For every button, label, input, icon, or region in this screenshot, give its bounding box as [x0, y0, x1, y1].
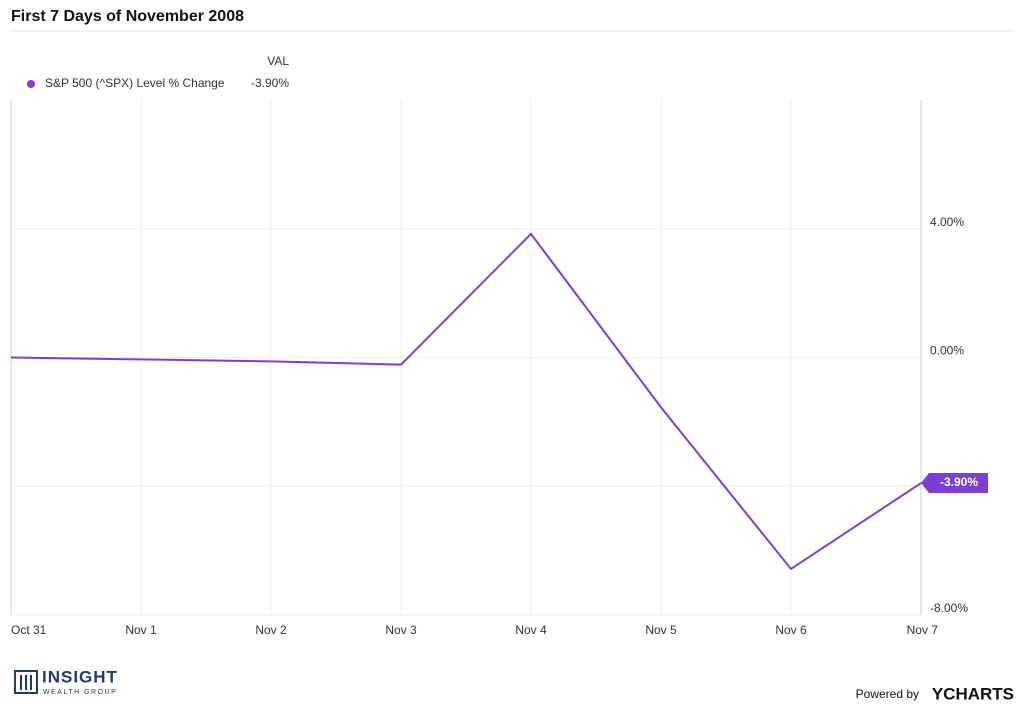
end-label: -3.90%	[940, 475, 978, 489]
logo-text: INSIGHT	[42, 667, 118, 686]
y-tick-label: -8.00%	[930, 601, 968, 615]
legend-header: VAL	[267, 54, 289, 68]
legend-value: -3.90%	[251, 76, 289, 90]
legend-dot	[27, 80, 35, 88]
powered-by: Powered by	[856, 687, 919, 701]
line	[10, 232, 922, 571]
x-tick-label: Nov 3	[385, 623, 417, 637]
logo-icon	[14, 670, 38, 694]
legend-label: S&P 500 (^SPX) Level % Change	[45, 76, 225, 90]
logo: INSIGHT WEALTH GROUP	[14, 667, 118, 696]
x-tick-label: Nov 7	[907, 623, 939, 637]
x-tick-label: Nov 5	[645, 623, 677, 637]
y-tick-label: 4.00%	[930, 215, 964, 229]
end-label-box	[921, 473, 988, 494]
x-tick-label: Nov 4	[515, 623, 547, 637]
y-tick-label: 0.00%	[930, 344, 964, 358]
x-tick-label: Nov 1	[125, 623, 157, 637]
chart-title: First 7 Days of November 2008	[11, 8, 244, 25]
logo-subtext: WEALTH GROUP	[43, 689, 117, 696]
x-tick-label: Nov 2	[255, 623, 287, 637]
x-tick-label: Nov 6	[775, 623, 807, 637]
x-tick-label: Oct 31	[11, 623, 47, 637]
provider: YCHARTS	[932, 684, 1014, 703]
